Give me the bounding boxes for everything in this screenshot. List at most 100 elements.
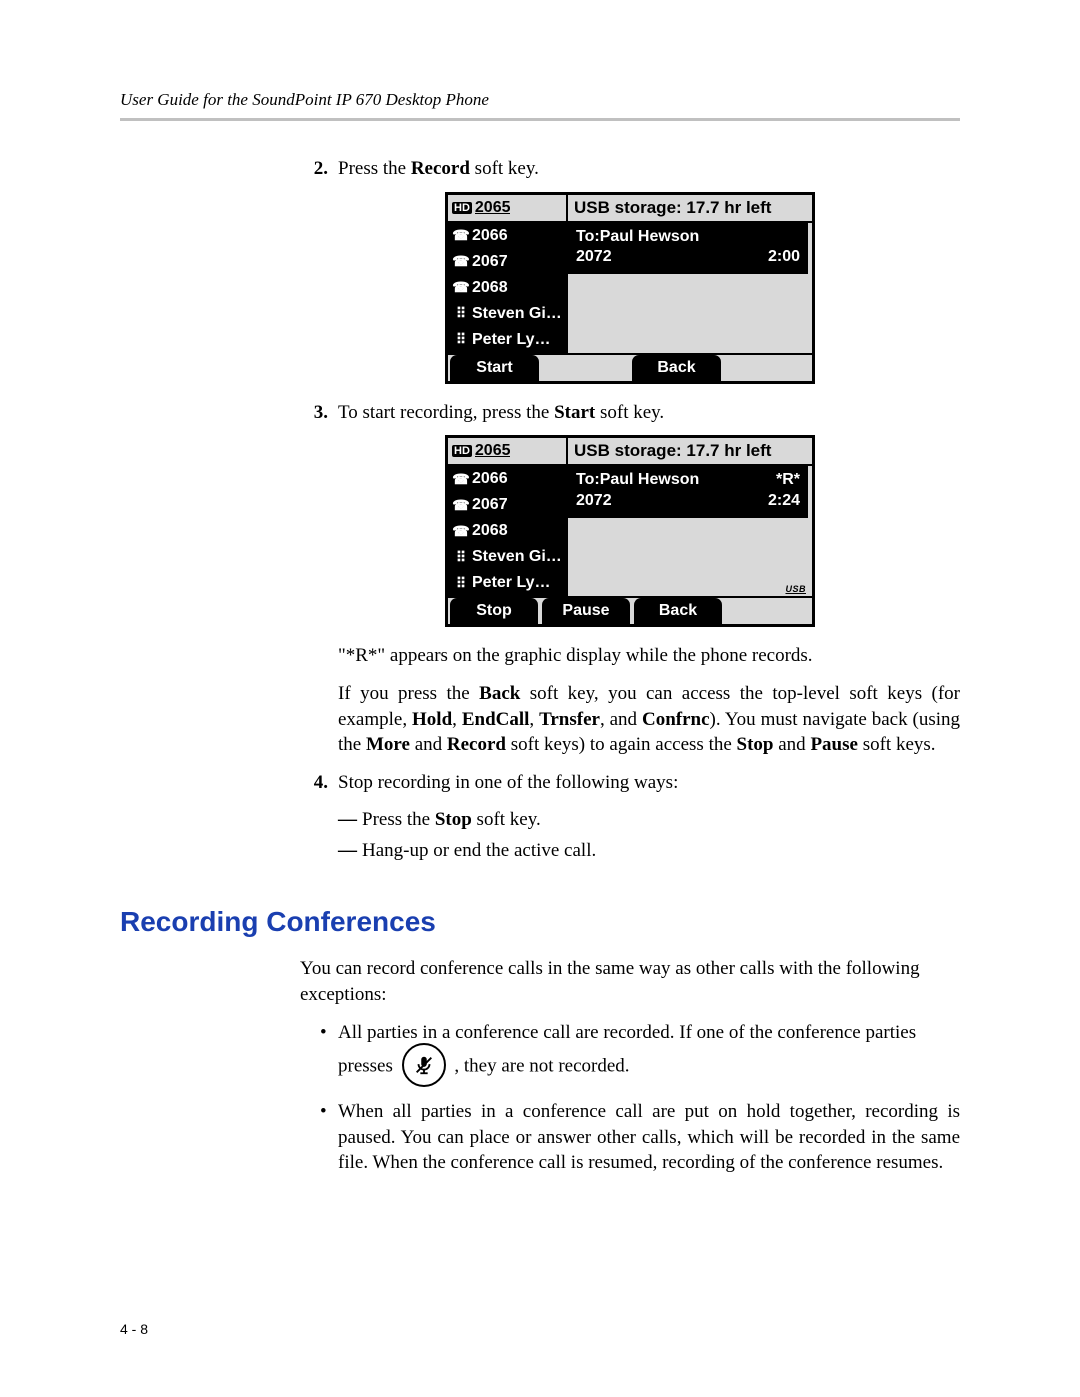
step-3-post: soft key.	[595, 402, 664, 423]
step-4: 4. Stop recording in one of the followin…	[300, 770, 960, 796]
ps2-line-4[interactable]: ⠿ Steven Gi…	[448, 544, 566, 570]
ps1-call-to-row: To:Paul Hewson	[576, 227, 800, 248]
ps1-line-5-label: Peter Ly…	[472, 331, 551, 349]
step-3: 3. To start recording, press the Start s…	[300, 400, 960, 426]
nb-b3: EndCall	[462, 709, 530, 730]
nb-t4: ,	[529, 709, 539, 730]
microphone-mute-icon	[413, 1054, 435, 1076]
nb-t7: and	[410, 734, 447, 755]
step-4-d2-text: Hang-up or end the active call.	[362, 836, 596, 866]
nb-b8: Stop	[737, 734, 774, 755]
softkey-empty	[541, 355, 630, 381]
ps1-line-4[interactable]: ⠿ Steven Gi…	[448, 301, 566, 327]
softkey-stop[interactable]: Stop	[450, 598, 538, 624]
ps1-call-num: 2072	[576, 247, 612, 268]
ps1-callbox: To:Paul Hewson 2072 2:00	[568, 223, 808, 275]
ps1-line-0[interactable]: HD 2065	[448, 195, 566, 223]
step-4-d1-post: soft key.	[472, 809, 541, 830]
header-rule	[120, 118, 960, 121]
usb-indicator: USB	[785, 584, 806, 594]
conf-b1c: , they are not recorded.	[454, 1056, 629, 1077]
ps2-status: USB storage: 17.7 hr left	[568, 438, 812, 466]
note-back: If you press the Back soft key, you can …	[338, 681, 960, 758]
contact-icon: ⠿	[452, 305, 470, 322]
callbox-notch	[562, 255, 570, 265]
ps1-spacer	[568, 274, 812, 352]
conf-b1b: presses	[338, 1056, 393, 1077]
conf-bullet-2: • When all parties in a conference call …	[320, 1099, 960, 1176]
ps1-call-time: 2:00	[768, 247, 800, 268]
conf-bullet-2-text: When all parties in a conference call ar…	[338, 1099, 960, 1176]
conference-column: You can record conference calls in the s…	[300, 956, 960, 1176]
softkey-pause[interactable]: Pause	[542, 598, 630, 624]
ps2-line-5[interactable]: ⠿ Peter Ly…	[448, 570, 566, 596]
conf-bullet-1: • All parties in a conference call are r…	[320, 1020, 960, 1090]
bullet-icon: •	[320, 1020, 338, 1046]
softkey-empty	[724, 598, 812, 624]
step-2-text: Press the Record soft key.	[338, 156, 539, 182]
ps2-call-time: 2:24	[768, 491, 800, 512]
ps2-sidebar: HD 2065 ☎ 2066 ☎ 2067 ☎ 2068	[448, 438, 568, 596]
step-2-bold: Record	[411, 158, 470, 179]
ps1-line-3[interactable]: ☎ 2068	[448, 275, 566, 301]
conf-b1a: All parties in a conference call are rec…	[338, 1022, 916, 1043]
contact-icon: ⠿	[452, 331, 470, 348]
ps1-sidebar: HD 2065 ☎ 2066 ☎ 2067 ☎ 2068	[448, 195, 568, 353]
conf-bullet-1-text: All parties in a conference call are rec…	[338, 1020, 916, 1090]
note-r: "*R*" appears on the graphic display whi…	[338, 643, 960, 669]
step-4-dash-2: — Hang-up or end the active call.	[338, 836, 960, 866]
nb-b9: Pause	[810, 734, 858, 755]
phone-icon: ☎	[452, 523, 470, 540]
content-column: 2. Press the Record soft key. HD 2065 ☎ …	[300, 156, 960, 866]
bullet-icon: •	[320, 1099, 338, 1125]
ps1-main: USB storage: 17.7 hr left To:Paul Hewson…	[568, 195, 812, 353]
ps2-line-3[interactable]: ☎ 2068	[448, 518, 566, 544]
ps2-body: HD 2065 ☎ 2066 ☎ 2067 ☎ 2068	[448, 438, 812, 596]
dash-icon: —	[338, 805, 362, 835]
step-4-d1-pre: Press the	[362, 809, 435, 830]
step-3-bold: Start	[554, 402, 595, 423]
ps2-callbox: To:Paul Hewson *R* 2072 2:24	[568, 466, 808, 518]
softkey-back[interactable]: Back	[634, 598, 722, 624]
ps1-line-1[interactable]: ☎ 2066	[448, 223, 566, 249]
phone-icon: ☎	[452, 279, 470, 296]
ps1-status: USB storage: 17.7 hr left	[568, 195, 812, 223]
ps2-call-num: 2072	[576, 491, 612, 512]
step-3-text: To start recording, press the Start soft…	[338, 400, 664, 426]
page-number: 4 - 8	[120, 1321, 148, 1337]
ps1-line-0-label: 2065	[475, 199, 511, 217]
ps2-line-3-label: 2068	[472, 522, 508, 540]
step-4-d1-bold: Stop	[435, 809, 472, 830]
ps2-softkeys: Stop Pause Back	[448, 596, 812, 624]
ps2-main: USB storage: 17.7 hr left To:Paul Hewson…	[568, 438, 812, 596]
phone-icon: ☎	[452, 497, 470, 514]
phone-icon: ☎	[452, 471, 470, 488]
ps2-call-to-row: To:Paul Hewson *R*	[576, 470, 800, 491]
ps2-line-2[interactable]: ☎ 2067	[448, 492, 566, 518]
mute-button-icon	[402, 1043, 446, 1087]
section-heading-text: Recording Conferences	[120, 906, 436, 937]
step-4-dash-1: — Press the Stop soft key.	[338, 805, 960, 835]
nb-t10: soft keys.	[858, 734, 936, 755]
page: User Guide for the SoundPoint IP 670 Des…	[0, 0, 1080, 1397]
ps2-line-5-label: Peter Ly…	[472, 574, 551, 592]
ps2-line-0[interactable]: HD 2065	[448, 438, 566, 466]
ps2-line-1[interactable]: ☎ 2066	[448, 466, 566, 492]
ps2-spacer: USB	[568, 518, 812, 596]
hd-badge: HD	[452, 445, 472, 457]
ps2-line-4-label: Steven Gi…	[472, 548, 562, 566]
softkey-start[interactable]: Start	[450, 355, 539, 381]
nb-b6: More	[366, 734, 410, 755]
nb-t3: ,	[452, 709, 462, 730]
ps1-line-5[interactable]: ⠿ Peter Ly…	[448, 327, 566, 353]
contact-icon: ⠿	[452, 575, 470, 592]
section-recording-conferences: Recording Conferences	[120, 906, 960, 938]
ps2-line-0-label: 2065	[475, 442, 511, 460]
ps1-line-3-label: 2068	[472, 279, 508, 297]
nb-t5: , and	[600, 709, 642, 730]
ps1-line-2[interactable]: ☎ 2067	[448, 249, 566, 275]
softkey-back[interactable]: Back	[632, 355, 721, 381]
step-2: 2. Press the Record soft key.	[300, 156, 960, 182]
step-4-d1-text: Press the Stop soft key.	[362, 805, 541, 835]
ps1-softkeys: Start Back	[448, 353, 812, 381]
